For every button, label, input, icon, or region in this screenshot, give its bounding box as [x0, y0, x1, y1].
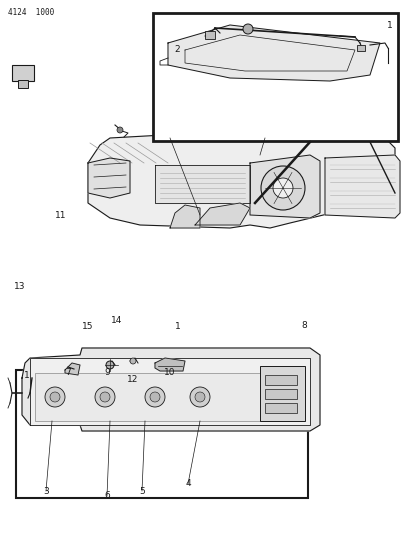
Text: 11: 11: [55, 211, 66, 220]
Text: 15: 15: [82, 322, 93, 330]
Polygon shape: [88, 125, 395, 228]
Bar: [18, 80, 28, 88]
Text: 1: 1: [24, 372, 29, 380]
Text: 1: 1: [387, 21, 392, 30]
Text: 6: 6: [104, 491, 110, 500]
Bar: [265, 389, 297, 399]
Polygon shape: [195, 203, 250, 225]
Circle shape: [243, 24, 253, 34]
Circle shape: [45, 387, 65, 407]
Polygon shape: [170, 205, 200, 228]
Bar: [260, 366, 305, 421]
Circle shape: [117, 127, 123, 133]
Circle shape: [195, 392, 205, 402]
Bar: [205, 31, 215, 39]
Bar: [357, 45, 365, 51]
Text: 9: 9: [104, 368, 110, 376]
Bar: [265, 375, 297, 385]
Text: 12: 12: [127, 375, 138, 384]
Circle shape: [261, 166, 305, 210]
Text: 4124  1000: 4124 1000: [8, 8, 54, 17]
Circle shape: [95, 387, 115, 407]
Text: 7: 7: [66, 368, 71, 376]
Polygon shape: [168, 25, 380, 81]
Polygon shape: [155, 358, 185, 371]
Circle shape: [190, 387, 210, 407]
Circle shape: [100, 392, 110, 402]
Text: 2: 2: [175, 45, 180, 53]
Bar: [16, 370, 308, 498]
Text: 3: 3: [43, 487, 49, 496]
Text: 1: 1: [175, 322, 180, 330]
Polygon shape: [250, 155, 320, 218]
Circle shape: [130, 358, 136, 364]
Text: 10: 10: [164, 368, 175, 376]
Circle shape: [150, 392, 160, 402]
Circle shape: [145, 387, 165, 407]
Bar: [153, 13, 398, 141]
Polygon shape: [30, 358, 310, 425]
Circle shape: [50, 392, 60, 402]
Circle shape: [106, 361, 114, 369]
Circle shape: [273, 178, 293, 198]
Polygon shape: [325, 155, 400, 218]
Text: 4: 4: [186, 480, 191, 488]
Text: 14: 14: [111, 317, 122, 325]
Text: 13: 13: [14, 282, 25, 291]
Bar: [12, 65, 34, 81]
Polygon shape: [155, 165, 250, 203]
Polygon shape: [22, 348, 320, 431]
Polygon shape: [65, 363, 80, 375]
Polygon shape: [88, 158, 130, 198]
Text: 8: 8: [301, 321, 307, 329]
Text: 5: 5: [139, 487, 145, 496]
Bar: [35, 373, 265, 421]
Bar: [265, 403, 297, 413]
